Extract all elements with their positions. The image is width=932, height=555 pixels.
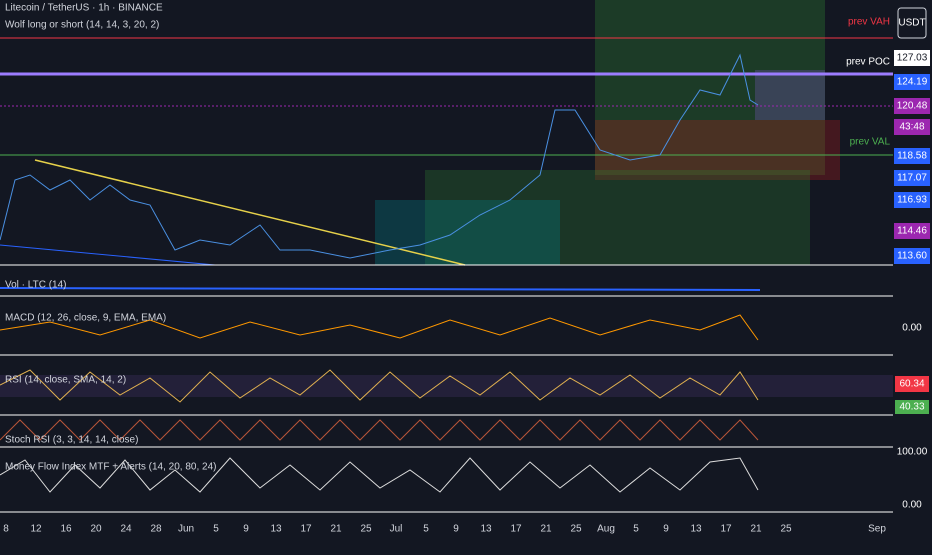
date-label: 13 <box>270 524 282 535</box>
volume <box>0 287 761 291</box>
date-label: Jun <box>178 524 194 535</box>
price-badge <box>894 74 930 90</box>
price-badge <box>894 248 930 264</box>
price-label: 43:48 <box>899 122 924 133</box>
date-label: 9 <box>243 524 249 535</box>
date-label: 12 <box>30 524 42 535</box>
price-label: 114.46 <box>897 226 927 237</box>
price-badge <box>894 192 930 208</box>
price-label: 113.60 <box>897 251 927 262</box>
date-label: 5 <box>423 524 429 535</box>
stoch-line <box>0 419 759 441</box>
date-label: 9 <box>663 524 669 535</box>
price-badge <box>894 170 930 186</box>
price-label: 127.03 <box>897 53 928 64</box>
date-label: 20 <box>90 524 102 535</box>
axis-label: 100.00 <box>897 447 928 458</box>
zone <box>595 120 840 180</box>
date-label: Jul <box>390 524 403 535</box>
axis-label: 40.33 <box>899 402 924 413</box>
trendline <box>0 244 216 266</box>
date-label: 25 <box>780 524 792 535</box>
price-badge <box>894 119 930 135</box>
price-series <box>0 53 759 259</box>
panel-label: RSI (14, close, SMA, 14, 2) <box>5 375 126 386</box>
axis-badge <box>895 400 929 414</box>
date-label: 17 <box>720 524 732 535</box>
panel-label: Vol · LTC (14) <box>5 280 67 291</box>
date-axis: 8 12 16 20 24 28 Jun 5 9 13 17 21 25 Jul 5 9 13 17 21 25 Aug… <box>3 524 886 535</box>
price-label: 124.19 <box>897 77 928 88</box>
level-label: prev VAH <box>848 17 890 28</box>
panel-label: Money Flow Index MTF + Alerts (14, 20, 8… <box>5 462 216 473</box>
date-label: 25 <box>570 524 582 535</box>
trendline <box>34 159 466 266</box>
axis-label: 0.00 <box>902 500 922 511</box>
axis-label: 60.34 <box>899 379 924 390</box>
price-label: 116.93 <box>897 195 927 206</box>
date-label: 9 <box>453 524 459 535</box>
indicator-label: Wolf long or short (14, 14, 3, 20, 2) <box>5 20 159 31</box>
panel-label: MACD (12, 26, close, 9, EMA, EMA) <box>5 313 166 324</box>
date-label: Sep <box>868 524 886 535</box>
price-label: 117.07 <box>897 173 927 184</box>
currency[interactable]: USDT <box>898 18 925 29</box>
date-label: 21 <box>330 524 342 535</box>
date-label: 16 <box>60 524 72 535</box>
price-badge <box>894 223 930 239</box>
zone <box>755 70 825 120</box>
mfi-line <box>0 457 759 493</box>
zone <box>425 170 810 265</box>
date-label: 17 <box>300 524 312 535</box>
level-label: prev POC <box>846 57 890 68</box>
price-labels: 127.03 124.19 120.48 43:48 118.58 117.07 116.9… <box>894 50 930 264</box>
date-label: 5 <box>633 524 639 535</box>
date-label: 13 <box>690 524 702 535</box>
date-label: 25 <box>360 524 372 535</box>
date-label: 8 <box>3 524 9 535</box>
symbol: Litecoin / TetherUS · 1h · BINANCE <box>5 3 163 14</box>
macd-line <box>0 314 759 341</box>
date-label: Aug <box>597 524 615 535</box>
date-label: 17 <box>510 524 522 535</box>
price-label: 120.48 <box>897 101 928 112</box>
zone <box>595 0 825 175</box>
rsi-line <box>0 369 759 403</box>
currency-button[interactable] <box>897 7 927 39</box>
date-label: 5 <box>213 524 219 535</box>
date-label: 13 <box>480 524 492 535</box>
price-label: 118.58 <box>897 151 927 162</box>
date-label: 21 <box>540 524 552 535</box>
price-badge <box>894 98 930 114</box>
price-badge <box>894 148 930 164</box>
price-badge <box>894 50 930 66</box>
zone <box>375 200 560 265</box>
date-label: 21 <box>750 524 762 535</box>
axis-badge <box>895 376 929 392</box>
axis-label: 0.00 <box>902 323 922 334</box>
panel-label: Stoch RSI (3, 3, 14, 14, close) <box>5 435 138 446</box>
date-label: 28 <box>150 524 162 535</box>
level-label: prev VAL <box>850 137 891 148</box>
date-label: 24 <box>120 524 132 535</box>
